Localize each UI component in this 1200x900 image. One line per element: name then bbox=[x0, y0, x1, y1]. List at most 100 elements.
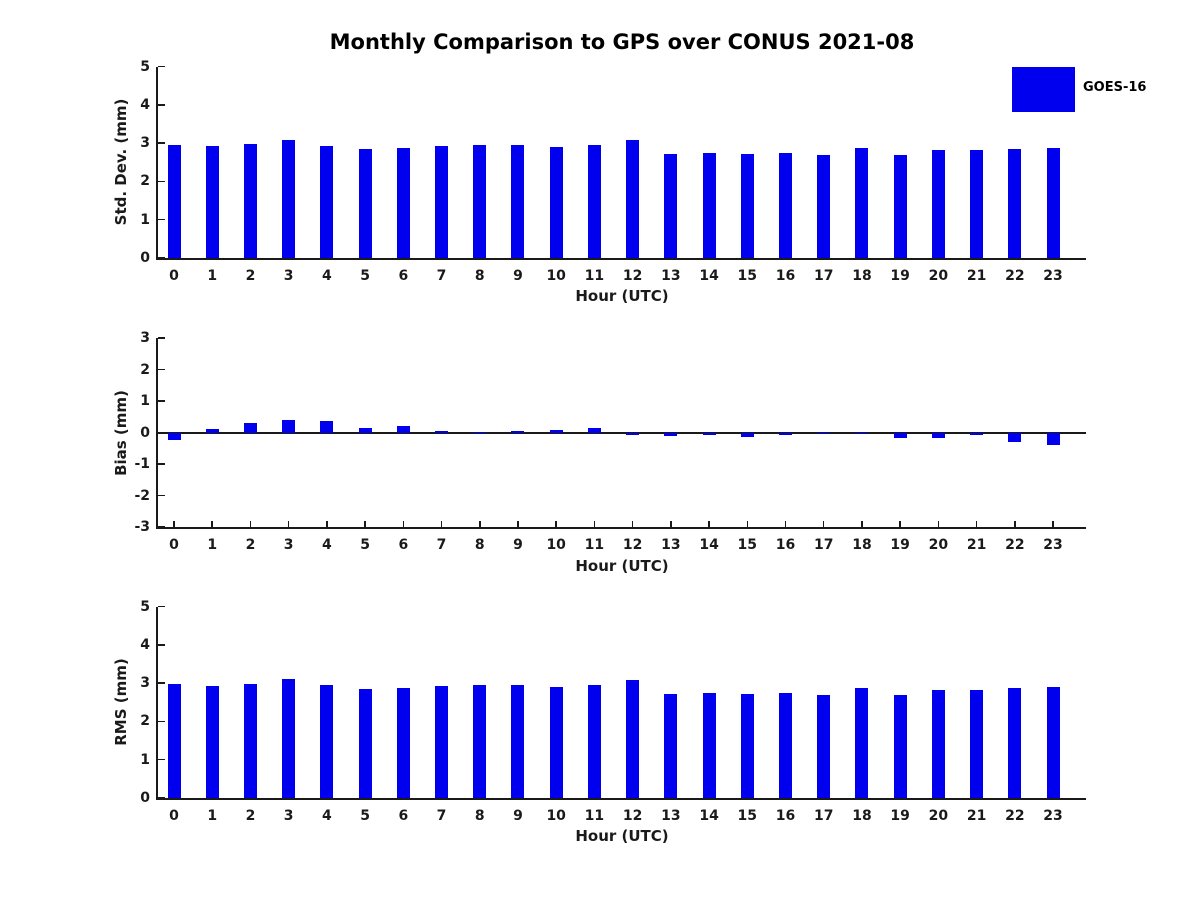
x-tick-label: 14 bbox=[699, 808, 719, 824]
x-tick-label: 6 bbox=[398, 537, 409, 553]
x-tick bbox=[364, 521, 366, 528]
bar-hour-0 bbox=[167, 432, 181, 441]
bar-hour-23 bbox=[1046, 687, 1060, 798]
y-tick bbox=[158, 431, 165, 434]
x-tick-label: 21 bbox=[966, 537, 987, 553]
legend-label-goes16: GOES-16 bbox=[1083, 80, 1147, 95]
bar-hour-12 bbox=[626, 432, 640, 435]
x-tick-label: 11 bbox=[584, 537, 605, 553]
bar-hour-21 bbox=[970, 689, 984, 798]
bar-hour-6 bbox=[396, 688, 410, 798]
x-axis-label-hour-utc: Hour (UTC) bbox=[575, 287, 669, 305]
bar-hour-11 bbox=[587, 428, 601, 433]
y-tick-label: 0 bbox=[140, 250, 150, 266]
x-tick-label: 21 bbox=[966, 808, 987, 824]
x-tick-label: 17 bbox=[813, 537, 834, 553]
x-tick-label: 0 bbox=[169, 268, 179, 284]
x-tick bbox=[708, 521, 710, 528]
bar-hour-3 bbox=[282, 140, 296, 258]
x-tick-label: 2 bbox=[245, 808, 256, 824]
x-tick bbox=[975, 521, 978, 528]
x-tick-label: 15 bbox=[737, 808, 758, 824]
bar-hour-8 bbox=[473, 144, 487, 258]
x-tick-label: 18 bbox=[852, 537, 872, 553]
bar-hour-12 bbox=[626, 140, 640, 258]
bar-hour-14 bbox=[702, 153, 716, 258]
bar-hour-15 bbox=[740, 693, 754, 798]
x-axis-spine bbox=[156, 798, 1086, 800]
bar-hour-0 bbox=[167, 684, 181, 798]
x-tick-label: 1 bbox=[207, 537, 218, 553]
x-axis-spine bbox=[156, 258, 1086, 260]
y-axis-spine bbox=[156, 606, 158, 800]
bar-hour-22 bbox=[1008, 432, 1022, 443]
bar-hour-20 bbox=[931, 689, 945, 798]
bar-hour-10 bbox=[549, 687, 563, 798]
y-tick-label: -3 bbox=[134, 519, 150, 536]
x-tick bbox=[326, 521, 328, 528]
x-tick-label: 20 bbox=[928, 537, 949, 553]
bar-hour-18 bbox=[855, 148, 869, 258]
x-tick-label: 11 bbox=[584, 268, 605, 284]
y-tick-label: 0 bbox=[140, 790, 150, 806]
x-tick-label: 19 bbox=[890, 808, 910, 824]
bar-hour-7 bbox=[435, 146, 449, 258]
bar-hour-2 bbox=[243, 423, 257, 433]
bar-hour-13 bbox=[664, 432, 678, 436]
y-tick bbox=[158, 758, 165, 761]
bar-hour-13 bbox=[664, 154, 678, 258]
x-tick-label: 17 bbox=[813, 808, 834, 824]
y-tick bbox=[158, 337, 165, 339]
x-tick-label: 12 bbox=[622, 537, 643, 553]
legend-swatch-goes16 bbox=[1012, 67, 1075, 112]
y-tick-label: 5 bbox=[140, 58, 150, 75]
bar-hour-16 bbox=[779, 152, 793, 258]
x-tick-label: 4 bbox=[322, 268, 332, 284]
x-tick-label: 19 bbox=[890, 268, 910, 284]
y-tick-label: -1 bbox=[134, 456, 150, 473]
x-tick-label: 6 bbox=[398, 808, 409, 824]
y-tick bbox=[158, 180, 165, 183]
bar-hour-22 bbox=[1008, 148, 1022, 258]
bar-hour-6 bbox=[396, 426, 410, 433]
bar-hour-19 bbox=[893, 154, 907, 258]
y-tick-label: 2 bbox=[140, 713, 150, 730]
bar-hour-1 bbox=[205, 685, 219, 798]
x-tick-label: 15 bbox=[737, 268, 758, 284]
x-tick-label: 23 bbox=[1043, 808, 1063, 824]
x-tick bbox=[249, 521, 252, 528]
x-tick-label: 18 bbox=[852, 268, 872, 284]
bar-hour-15 bbox=[740, 153, 754, 258]
x-tick bbox=[670, 521, 672, 528]
y-tick bbox=[158, 720, 165, 723]
x-tick-label: 13 bbox=[661, 268, 681, 284]
x-tick bbox=[479, 521, 481, 528]
y-tick bbox=[158, 644, 165, 646]
bar-hour-20 bbox=[931, 149, 945, 258]
bar-hour-15 bbox=[740, 432, 754, 437]
x-tick-label: 5 bbox=[360, 268, 370, 284]
x-tick-label: 3 bbox=[283, 537, 294, 553]
x-tick-label: 7 bbox=[436, 537, 447, 553]
x-tick-label: 23 bbox=[1043, 268, 1063, 284]
x-tick-label: 20 bbox=[928, 808, 949, 824]
x-tick-label: 7 bbox=[436, 808, 447, 824]
x-tick bbox=[555, 521, 557, 528]
x-tick-label: 7 bbox=[436, 268, 447, 284]
y-axis-spine bbox=[156, 66, 158, 260]
x-tick-label: 1 bbox=[207, 808, 218, 824]
y-tick-label: 1 bbox=[140, 751, 150, 768]
x-tick bbox=[899, 521, 901, 528]
x-tick-label: 5 bbox=[360, 808, 370, 824]
x-tick-label: 12 bbox=[622, 268, 643, 284]
y-tick bbox=[158, 682, 165, 684]
x-tick-label: 13 bbox=[661, 808, 681, 824]
y-tick-label: -2 bbox=[134, 487, 150, 504]
x-tick bbox=[287, 521, 290, 528]
bar-hour-23 bbox=[1046, 432, 1060, 446]
x-tick-label: 4 bbox=[322, 808, 332, 824]
bar-hour-19 bbox=[893, 694, 907, 798]
x-tick-label: 20 bbox=[928, 268, 949, 284]
y-axis-spine bbox=[156, 338, 158, 530]
x-tick bbox=[937, 521, 940, 528]
